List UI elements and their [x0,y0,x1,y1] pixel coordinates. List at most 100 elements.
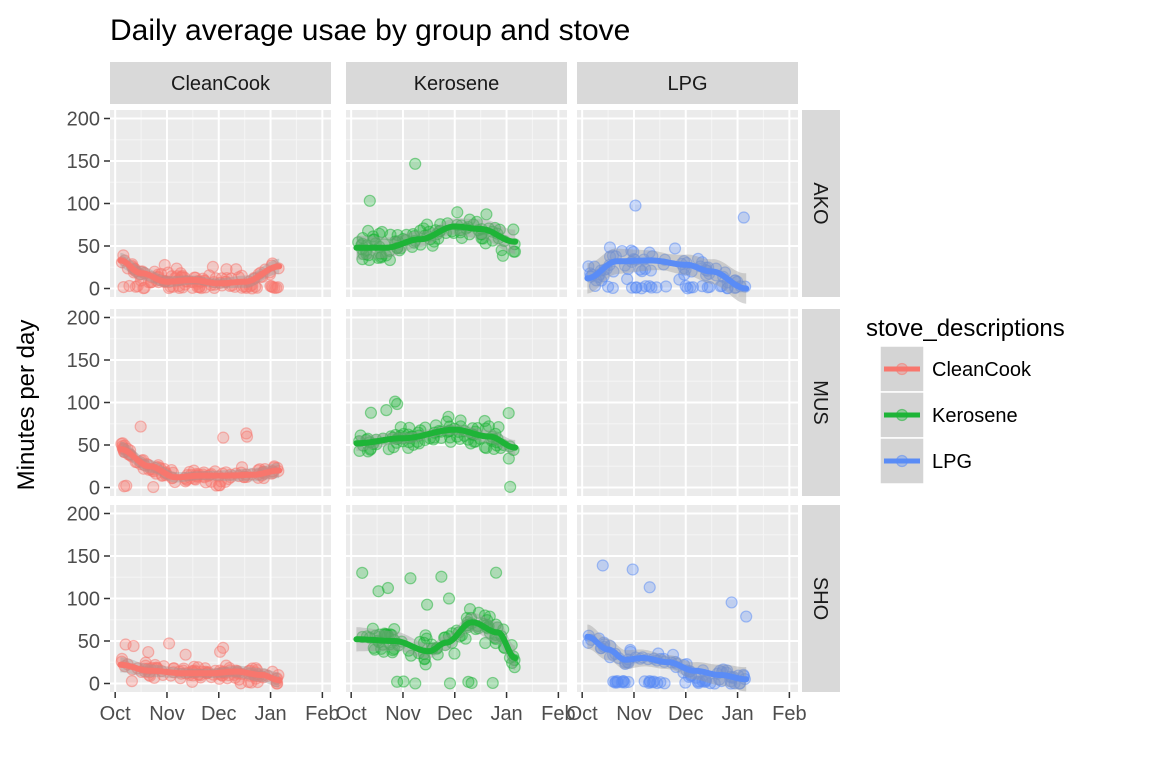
data-point [381,581,395,595]
data-point [364,406,378,419]
data-point [374,251,387,264]
data-point [382,443,395,456]
chart-title: Daily average usae by group and stove [110,14,630,47]
series-mus-cleancook [115,420,285,494]
data-point [629,199,642,212]
trend-line [117,257,283,287]
x-tick-label: Dec [668,703,704,725]
y-tick-label: 100 [67,194,100,216]
x-tick-label: Oct [100,703,132,725]
data-point [366,622,379,635]
confidence-band [356,613,516,671]
data-point [420,218,434,231]
data-point [673,273,686,286]
data-point [448,647,461,660]
x-tick-label: Oct [336,703,368,725]
y-tick-label: 50 [78,435,100,457]
series-ako-kerosene [352,157,522,267]
x-tick-label: Nov [149,703,185,725]
data-point [162,637,176,650]
data-point [480,208,493,221]
x-tick-label: Feb [541,703,575,725]
data-point [668,242,682,255]
x-tick-label: Dec [437,703,473,725]
data-point [740,610,753,623]
facet-strip-label: Kerosene [414,73,500,95]
data-point [625,281,639,294]
data-point [419,629,432,642]
series-sho-lpg [582,559,753,692]
data-point [462,675,475,688]
data-point [659,280,673,293]
y-axis-label: Minutes per day [13,320,40,491]
data-point [645,281,658,294]
y-tick-label: 0 [89,478,100,500]
facet-strip-label: CleanCook [171,73,271,95]
data-point [147,480,160,494]
y-tick-label: 200 [67,504,100,526]
data-point [134,420,147,433]
x-tick-label: Feb [305,703,339,725]
legend-entry-kerosene: Kerosene [879,391,1018,439]
y-tick-label: 100 [67,393,100,415]
facet-strip-lpg: LPG [577,62,798,104]
legend-key-point [895,362,909,376]
data-point [507,223,520,236]
data-point [508,661,521,674]
data-point [442,592,456,605]
data-point [443,677,457,690]
data-point [478,414,491,428]
data-point [646,676,659,689]
data-point [245,676,258,689]
x-tick-label: Feb [772,703,806,725]
y-tick-label: 0 [89,674,100,696]
data-point [356,566,369,579]
data-point [179,648,192,661]
data-point [129,280,142,293]
facet-strip-sho: SHO [802,505,840,692]
panel-sho-kerosene [346,505,567,692]
x-tick-label: Jan [254,703,286,725]
data-point [142,645,155,659]
x-tick-label: Jan [490,703,522,725]
y-tick-label: 0 [89,279,100,301]
data-point [216,641,230,654]
data-point [212,479,226,492]
data-point [504,480,517,493]
x-tick-label: Nov [616,703,652,725]
legend-key-point [895,408,909,422]
facet-strip-label: LPG [667,73,707,95]
data-point [721,282,734,295]
series-ako-lpg [582,199,752,304]
data-point [240,430,254,443]
data-point [397,675,410,688]
legend-label: CleanCook [932,359,1032,381]
data-point [475,232,488,245]
y-tick-label: 200 [67,109,100,131]
data-point [464,437,477,450]
data-point [486,676,499,690]
data-point [714,280,727,293]
data-point [404,572,417,585]
facet-strip-label: MUS [809,380,831,424]
data-point [630,281,643,294]
data-point [507,245,520,258]
data-point [489,636,502,650]
facet-strip-kerosene: Kerosene [346,62,567,104]
data-point [265,280,278,293]
data-point [118,480,131,493]
data-point [409,157,422,170]
facet-strip-label: SHO [809,577,831,620]
data-point [492,421,505,434]
data-point [220,263,233,276]
legend: stove_descriptions CleanCook Kerosene LPG [866,315,1065,485]
data-point [643,581,656,594]
y-tick-label: 150 [67,151,100,173]
trend-line [353,619,519,661]
data-point [622,675,635,689]
legend-entry-lpg: LPG [879,437,972,485]
facet-strip-cleancook: CleanCook [110,62,331,104]
legend-entry-cleancook: CleanCook [879,345,1032,393]
x-tick-label: Oct [567,703,599,725]
